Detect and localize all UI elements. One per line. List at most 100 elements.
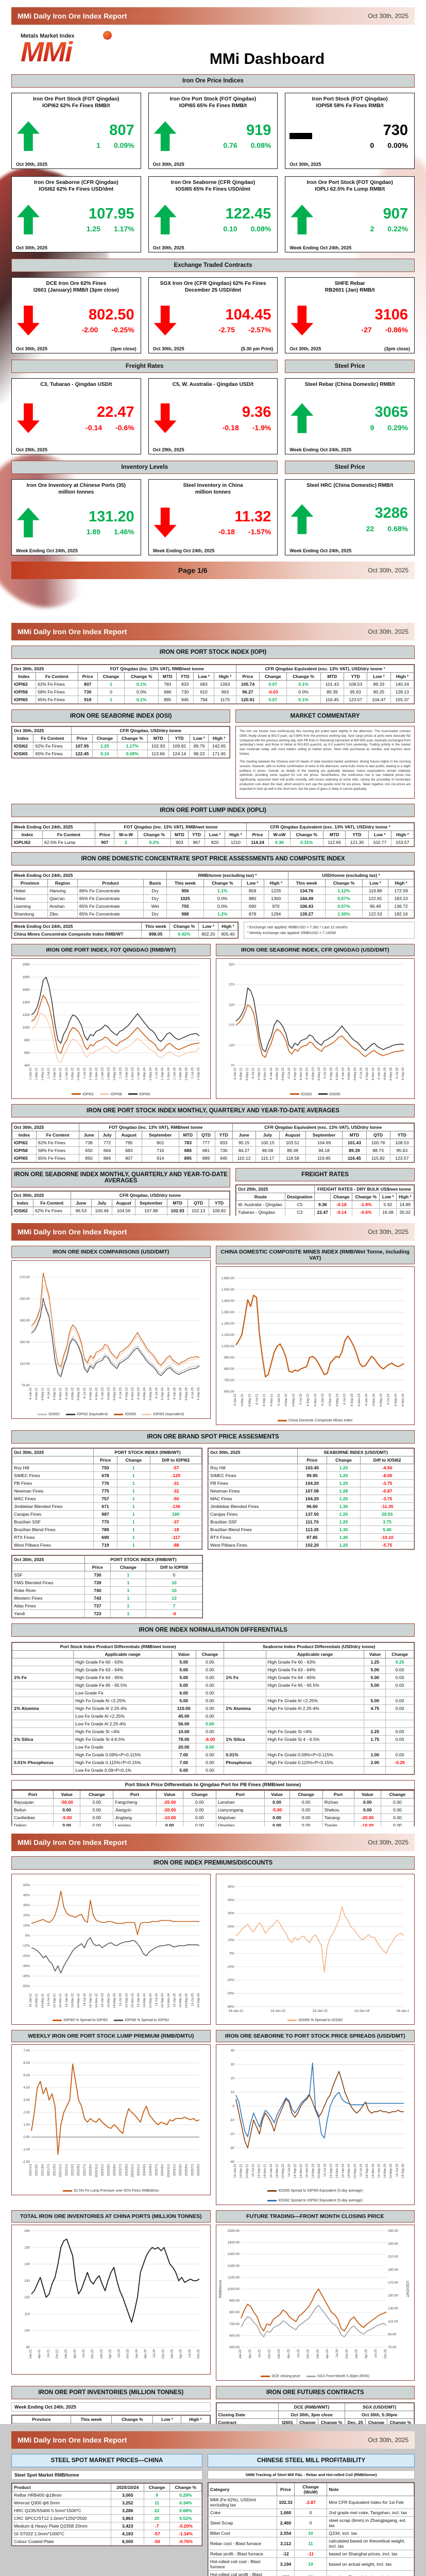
cell: High Grade Fe 65 - 65.5% [73, 1681, 173, 1689]
data-table: Product 2025/10/24 Change Change % ReBar HRB… [11, 2483, 202, 2546]
cell: calculated based on theoretical weight, … [327, 2537, 414, 2550]
column-header: Price [71, 734, 93, 742]
chart-svg: -2.00 -1.00 0.00 1.00 2.00 3.00 4.00 5.00 6.00 7.… [22, 2049, 200, 2177]
cell: Steel Scrap [208, 2516, 278, 2530]
kpi-subtitle: I2601 (January) RMB/t (3pm close) [33, 287, 119, 294]
report-date: Oct 30th, 2025 [368, 12, 408, 20]
cell: 86.58 [255, 1146, 280, 1155]
kpi-card: SHFE Rebar RB2601 (Jan) RMB/t 3106 -27 -0.86… [285, 277, 415, 353]
legend-item: IOPI62 (equivalent) [65, 1413, 108, 1416]
chart-legend: IOPI65 % Spread to IOPI62 IOPI58 % Spread… [13, 2018, 209, 2024]
section-iopli: IRON ORE PORT LUMP INDEX (IOPLI) [11, 803, 415, 817]
cell: 1 [97, 680, 125, 688]
table-row: China Mines Concentrate Composite Index … [11, 929, 238, 938]
kpi-change-pct: -0.86% [385, 326, 408, 334]
cell [224, 1681, 266, 1689]
column-header: August [112, 1198, 135, 1207]
kpi-value: 9.36 [242, 404, 271, 421]
svg-text:2022/5/1: 2022/5/1 [77, 2163, 80, 2176]
column-header: Port [11, 1790, 54, 1799]
kpi-change-pct: 0.68% [387, 524, 408, 533]
kpi-value: 22.47 [97, 404, 134, 421]
table-row: Roy Hill 750 1 -57 [12, 1464, 202, 1472]
svg-text:1650: 1650 [23, 988, 30, 992]
cell: 153.57 [390, 838, 415, 846]
cell: Coke [208, 2509, 278, 2517]
svg-text:110.00: 110.00 [20, 1362, 30, 1366]
column-header: FOT Qingdao (inc. 13% VAT), RMB/wet tonn… [79, 1123, 233, 1131]
cell [11, 1743, 74, 1751]
svg-text:14-Jan-22: 14-Jan-22 [65, 1993, 69, 2007]
svg-text:4-May-22: 4-May-22 [282, 1067, 285, 1080]
svg-text:14-Jul-21: 14-Jul-21 [251, 2163, 254, 2177]
composite-index-table: Week Ending Oct 24th, 2025 This week Chang… [11, 921, 239, 939]
cell: Majishan [215, 1814, 265, 1822]
svg-text:4-Jul-24: 4-Jul-24 [360, 1067, 363, 1078]
cell: 96.53 [70, 1206, 92, 1215]
cell: 95.63 [343, 688, 368, 696]
cell [265, 1743, 365, 1751]
svg-text:1100.00: 1100.00 [227, 2276, 239, 2279]
data-table: Category Price Change (WoW) Note MMi (Fe 62%… [208, 2483, 414, 2576]
column-header: Change [330, 1192, 353, 1201]
column-header: Fe Content [32, 1198, 71, 1207]
cell: 104.69 [305, 1138, 343, 1147]
cell: PB Fines [12, 1479, 94, 1487]
cell: 1.25 [364, 1658, 386, 1666]
cell: 772 [98, 1138, 116, 1147]
svg-text:Jul-21: Jul-21 [47, 2349, 50, 2358]
cell: 1.12% [325, 886, 363, 895]
data-table: Week Ending Oct 24th, 2025 RMB/tonne (exc… [11, 871, 415, 918]
column-header: Value [364, 1650, 386, 1658]
cell [265, 1689, 365, 1697]
svg-text:4-Jan-25: 4-Jan-25 [173, 1387, 176, 1399]
column-header: August [115, 1130, 143, 1139]
cell: 14.89 [396, 1200, 415, 1209]
cell: Hot-rolled coil profit - Blast furnace [208, 2570, 278, 2576]
cell: 0.1% [124, 680, 159, 688]
cell: 0.52% [169, 2514, 202, 2522]
chart-svg: 500.00 600.00 700.00 800.00 900.00 1000.00 110… [219, 2229, 409, 2359]
section-steel-spot: STEEL SPOT MARKET PRICES—CHINA [11, 2454, 203, 2467]
cell: 20.00 [172, 1743, 196, 1751]
cell: 102.13 [188, 1206, 209, 1215]
column-header: MTD [158, 672, 177, 681]
kpi-card: Iron Ore Port Stock (FOT Qingdao) IOPLI 6… [285, 176, 415, 252]
svg-text:2.00: 2.00 [23, 2111, 30, 2114]
column-header: Diff to IOPI62 [149, 1456, 202, 1464]
table-row: IOPI65 65% Fe Fines 919 1 0.1% 895 945 794 1175 1… [12, 696, 415, 704]
page-title: MMi Dashboard [209, 50, 325, 67]
svg-text:14-Mar-22: 14-Mar-22 [72, 1993, 75, 2007]
table-row: High Fe Grade Si <4% 10.00 0.00 High Fe Gra… [11, 1727, 414, 1736]
kpi-title: C3, Tubarao - Qingdao USD/t [40, 382, 112, 387]
cell: 10 [294, 2557, 328, 2571]
svg-text:1-Nov-22: 1-Nov-22 [95, 1067, 98, 1080]
cell: 0.00 [195, 1681, 225, 1689]
cell: 719 [93, 1541, 118, 1549]
pnl-subtitle: SMM Tracking of Steel Mill P&L - Rebar a… [208, 2470, 415, 2479]
cell: 65% Fe Concentrate [77, 902, 144, 910]
cell: 0.00 [289, 1798, 323, 1806]
cell: 108.53 [389, 1138, 415, 1147]
svg-text:14-Jul-21: 14-Jul-21 [47, 1993, 50, 2006]
cell [224, 1720, 266, 1728]
legend-item: IOSI65 [114, 1413, 136, 1416]
cell [224, 1658, 266, 1666]
cell: 2.00 [364, 1758, 386, 1767]
column-header: CFR Qingdao, USD/dry tonne [70, 1191, 230, 1199]
cell: 5.00 [364, 1673, 386, 1682]
svg-text:450: 450 [24, 1064, 30, 1067]
svg-text:4-Sep-24: 4-Sep-24 [161, 1387, 164, 1400]
cell: 987 [93, 1510, 118, 1518]
svg-text:14-Jul-23: 14-Jul-23 [120, 1993, 123, 2006]
data-table: Oct 30th, 2025 FOT Qingdao (inc. 13% VAT)… [12, 665, 415, 704]
cell: 102.33 [277, 2496, 295, 2509]
table-header-row: Week Ending Oct 24th, 2025 FOT Qingdao (i… [11, 822, 415, 831]
cell: 914 [142, 1154, 179, 1162]
cell: 65% Fe Fines [36, 1154, 80, 1162]
table-row: Beilun 0.00 0.00 Jiangyin -20.00 0.00 Lianyung… [11, 1806, 415, 1814]
cell: 119.85 [305, 1154, 343, 1162]
kpi-date: Week Ending Oct 24th, 2025 [289, 447, 352, 452]
chart-svg: 450 650 850 1050 1250 1450 1650 1850 2050 1-Jan-2… [23, 963, 200, 1080]
column-header: YTD [188, 830, 206, 839]
